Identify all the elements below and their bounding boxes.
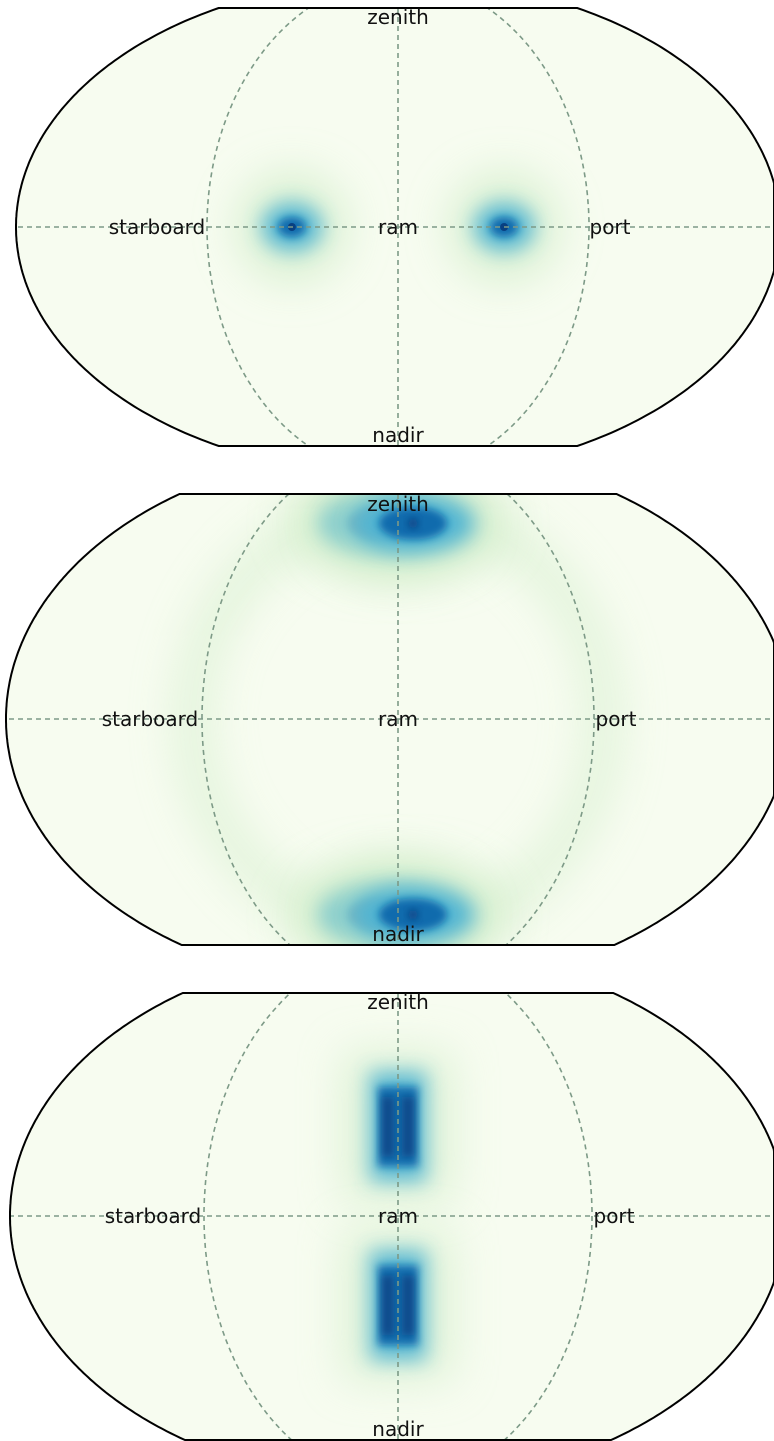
label-nadir: nadir [372, 423, 424, 447]
map-outline [15, 7, 774, 447]
label-starboard: starboard [109, 215, 206, 239]
hotspot [321, 494, 506, 578]
sky-map-panel-1 [16, 8, 774, 446]
map-background [16, 8, 774, 446]
label-starboard: starboard [102, 707, 199, 731]
grid-meridian [397, 993, 593, 1440]
sky-map-panel-2 [6, 494, 774, 945]
label-port: port [594, 1204, 635, 1228]
label-port: port [590, 215, 631, 239]
label-nadir: nadir [372, 1417, 424, 1441]
label-port: port [596, 707, 637, 731]
grid-lines [16, 8, 774, 446]
label-ram: ram [378, 707, 418, 731]
label-nadir: nadir [372, 922, 424, 946]
grid-lines [6, 494, 774, 945]
label-ram: ram [378, 215, 418, 239]
grid-lines [10, 993, 774, 1440]
label-zenith: zenith [367, 5, 429, 29]
grid-meridian [397, 494, 595, 945]
grid-meridian [203, 993, 399, 1440]
label-ram: ram [378, 1204, 418, 1228]
label-zenith: zenith [367, 492, 429, 516]
map-outline [9, 992, 774, 1441]
sky-map-panel-3 [10, 993, 774, 1440]
map-outline [5, 493, 774, 946]
grid-meridian [201, 494, 399, 945]
label-starboard: starboard [105, 1204, 202, 1228]
label-zenith: zenith [367, 990, 429, 1014]
hotspot [321, 860, 506, 945]
